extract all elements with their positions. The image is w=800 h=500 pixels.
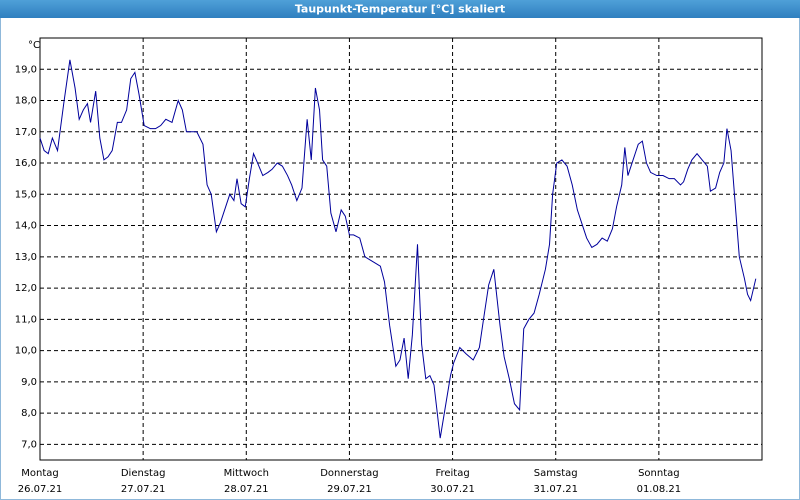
- y-tick-label: 16,0: [15, 158, 37, 169]
- x-tick-sublabel: 28.07.21: [224, 484, 269, 495]
- x-tick-label: Sonntag: [638, 468, 680, 479]
- y-tick-label: 17,0: [15, 127, 37, 138]
- y-tick-label: 15,0: [15, 189, 37, 200]
- x-tick-label: Dienstag: [121, 468, 166, 479]
- x-tick-label: Freitag: [435, 468, 469, 479]
- x-tick-sublabel: 31.07.21: [533, 484, 578, 495]
- y-unit: °C: [28, 40, 40, 51]
- x-tick-label: Montag: [21, 468, 58, 479]
- plot-frame: [39, 37, 763, 461]
- y-tick-label: 9,0: [21, 377, 37, 388]
- x-tick-sublabel: 26.07.21: [18, 484, 63, 495]
- y-tick-label: 8,0: [21, 408, 37, 419]
- x-tick-label: Donnerstag: [320, 468, 378, 479]
- y-tick-label: 14,0: [15, 221, 37, 232]
- y-tick-label: 19,0: [15, 64, 37, 75]
- y-tick-label: 10,0: [15, 346, 37, 357]
- chart-title: Taupunkt-Temperatur [°C] skaliert: [295, 3, 505, 16]
- data-line: [39, 59, 757, 439]
- y-tick-label: 18,0: [15, 96, 37, 107]
- y-tick-label: 13,0: [15, 252, 37, 263]
- x-tick-sublabel: 27.07.21: [121, 484, 166, 495]
- x-tick-label: Mittwoch: [224, 468, 269, 479]
- x-tick-sublabel: 29.07.21: [327, 484, 372, 495]
- y-tick-label: 12,0: [15, 283, 37, 294]
- title-bar: [0, 0, 800, 18]
- y-tick-label: 11,0: [15, 314, 37, 325]
- y-tick-label: 7,0: [21, 439, 37, 450]
- x-tick-sublabel: 01.08.21: [637, 484, 682, 495]
- x-tick-sublabel: 30.07.21: [430, 484, 475, 495]
- x-tick-label: Samstag: [534, 468, 578, 479]
